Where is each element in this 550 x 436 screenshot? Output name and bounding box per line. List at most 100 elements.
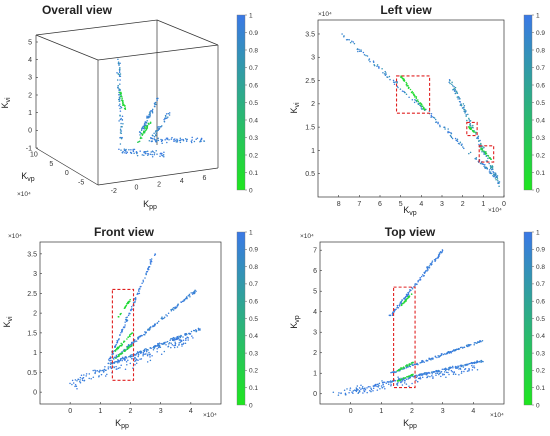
- data-point: [474, 341, 477, 344]
- data-point: [453, 85, 455, 88]
- colorbar-gradient: [523, 231, 533, 406]
- data-point: [124, 107, 126, 110]
- data-point: [119, 100, 121, 102]
- data-point: [150, 347, 152, 350]
- data-point: [178, 344, 180, 346]
- data-point: [119, 334, 121, 336]
- data-point: [125, 318, 128, 321]
- data-point: [476, 342, 478, 344]
- data-point: [450, 366, 453, 369]
- y-tick-label: 2.5: [305, 78, 315, 85]
- data-point: [173, 140, 175, 143]
- colorbar-overall: 1 0.9 0.8 0.7 0.6 0.5 0.4 0.3 0.2 0.1 0: [236, 12, 258, 194]
- data-point: [473, 343, 475, 346]
- highlight-box: [478, 145, 495, 163]
- x-tick-label: -2: [111, 188, 117, 195]
- data-point: [496, 175, 499, 177]
- y-tick-label: 0.5: [27, 370, 37, 377]
- data-point: [119, 358, 122, 360]
- data-point: [160, 317, 163, 320]
- data-point: [155, 130, 157, 132]
- data-point: [144, 353, 146, 355]
- data-point: [195, 328, 197, 331]
- data-point: [179, 339, 181, 341]
- data-point: [88, 373, 91, 375]
- data-point: [409, 374, 411, 377]
- data-point: [128, 345, 131, 347]
- y-tick-label: 3: [33, 271, 37, 278]
- data-point: [117, 359, 119, 361]
- data-point: [398, 369, 400, 371]
- data-point: [432, 116, 435, 119]
- data-point: [394, 81, 397, 83]
- x-tick-label: 1: [481, 201, 485, 208]
- data-point: [167, 345, 170, 347]
- data-point: [472, 124, 474, 127]
- data-point: [146, 348, 149, 351]
- data-point: [119, 89, 121, 91]
- data-point: [103, 368, 106, 371]
- data-point: [149, 122, 152, 124]
- data-point: [430, 371, 433, 373]
- data-point: [360, 50, 362, 53]
- data-point: [448, 367, 451, 369]
- data-point: [466, 345, 468, 347]
- data-point: [443, 373, 446, 376]
- data-point: [181, 345, 183, 347]
- colorbar-tick-label: 1: [249, 229, 253, 236]
- data-point: [179, 341, 182, 343]
- data-point: [190, 330, 193, 333]
- data-point: [171, 308, 174, 310]
- data-point: [399, 302, 401, 305]
- data-point: [119, 143, 122, 145]
- data-point: [147, 153, 150, 155]
- data-point: [498, 185, 500, 188]
- data-point: [448, 78, 451, 81]
- y-tick-label: 10: [30, 152, 38, 159]
- data-point: [178, 335, 180, 338]
- data-point: [96, 370, 99, 372]
- data-point: [162, 153, 165, 156]
- data-point: [165, 137, 168, 139]
- data-point: [124, 306, 126, 309]
- plot-marks: 0 1 2 3 4 0 1 2 3 4 5 6 7: [313, 248, 484, 415]
- data-point: [126, 303, 128, 305]
- data-point: [121, 328, 124, 331]
- x-axis-label: Kpp: [403, 418, 417, 430]
- data-point: [150, 109, 152, 112]
- data-point: [120, 91, 122, 94]
- panel-front-view: Front view 0 1 2 3 4 0 0.5 1 1.5 2 2.5 3 3.5 ×10⁴ ×1…: [2, 225, 222, 430]
- data-point: [180, 339, 183, 342]
- data-point: [142, 127, 145, 130]
- data-point: [377, 386, 380, 388]
- data-point: [128, 334, 131, 336]
- data-point: [149, 115, 151, 118]
- data-point: [174, 343, 177, 345]
- data-point: [464, 112, 466, 114]
- data-point: [178, 139, 181, 142]
- data-point: [456, 367, 458, 369]
- data-point: [85, 375, 87, 377]
- data-point: [415, 283, 417, 285]
- data-point: [152, 346, 154, 349]
- data-point: [148, 140, 151, 142]
- data-point: [419, 376, 421, 378]
- data-point: [467, 344, 470, 347]
- data-point: [153, 153, 156, 156]
- data-point: [125, 316, 127, 319]
- data-point: [126, 301, 129, 304]
- data-point: [135, 358, 137, 360]
- data-point: [196, 137, 199, 139]
- data-point: [145, 124, 147, 127]
- data-point: [121, 352, 123, 355]
- data-point: [116, 79, 119, 81]
- data-point: [396, 370, 399, 372]
- data-point: [121, 151, 124, 154]
- data-point: [401, 379, 404, 382]
- data-point: [153, 152, 156, 154]
- data-point: [115, 343, 117, 346]
- data-point: [402, 302, 405, 304]
- data-point: [161, 155, 164, 157]
- data-point: [154, 103, 156, 106]
- data-point: [119, 110, 122, 112]
